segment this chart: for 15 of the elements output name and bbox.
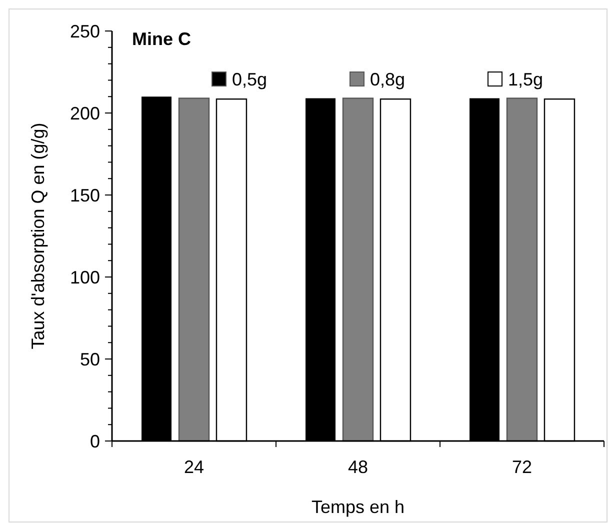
y-tick-label: 100 <box>70 267 100 288</box>
legend-label: 0,8g <box>370 69 406 90</box>
x-axis-title: Temps en h <box>311 497 405 517</box>
y-tick-label: 50 <box>80 349 100 370</box>
x-tick-label: 72 <box>512 457 532 477</box>
legend-label: 0,5g <box>232 69 268 90</box>
x-tick-label: 24 <box>184 457 204 477</box>
y-tick-label: 200 <box>70 103 100 124</box>
y-tick-label: 150 <box>70 185 100 206</box>
y-tick-label: 250 <box>70 21 100 42</box>
x-tick-label: 48 <box>348 457 368 477</box>
chart-title: Mine C <box>132 29 192 49</box>
y-tick-label: 0 <box>90 431 100 452</box>
legend-label: 1,5g <box>508 69 544 90</box>
y-axis-title: Taux d'absorption Q en (g/g) <box>28 122 48 350</box>
